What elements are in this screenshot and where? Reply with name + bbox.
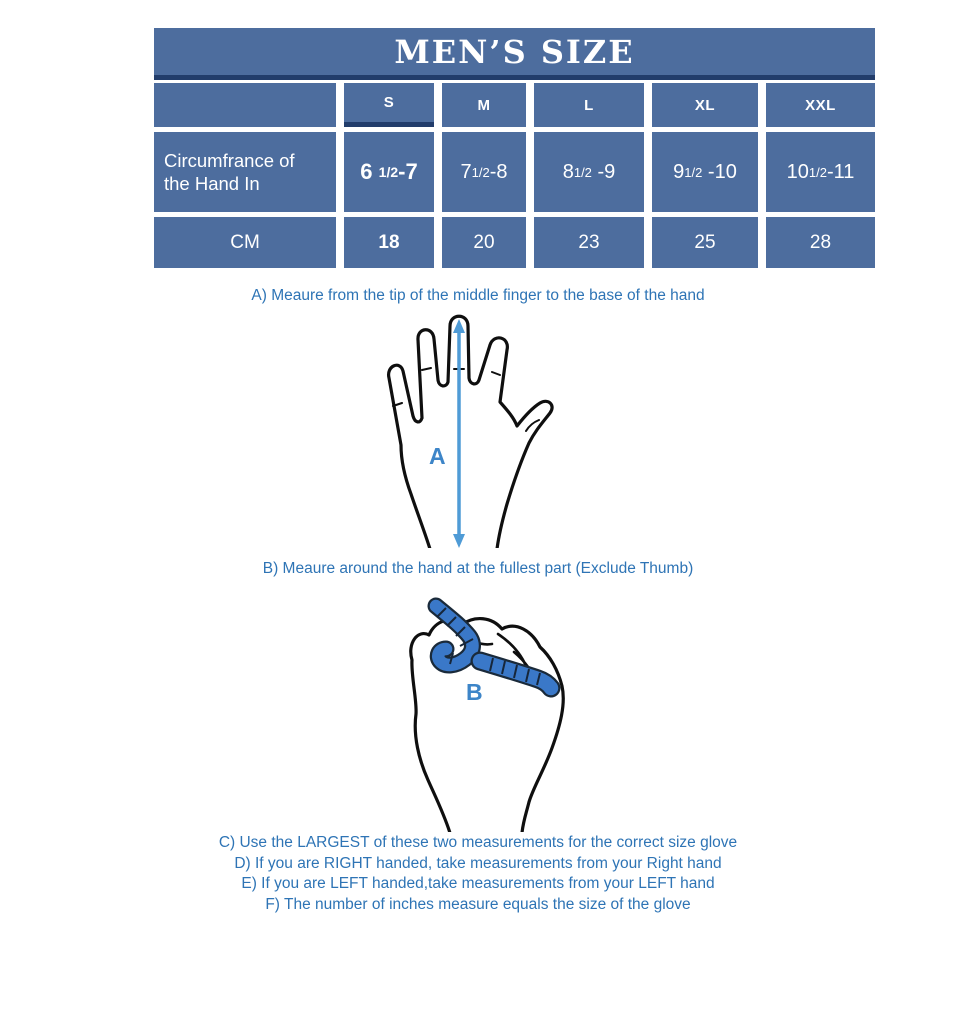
tape-tick-marks (436, 607, 541, 686)
fraction: 1/2 (471, 164, 490, 180)
mens-size-table: MEN’S SIZE S M L XL XXL Circumfrance of … (154, 28, 875, 268)
instruction-a: A) Meaure from the tip of the middle fin… (251, 287, 705, 304)
size-column-header-xxl: XXL (766, 83, 875, 127)
inch-part: -10 (702, 160, 737, 183)
instruction-b: B) Meaure around the hand at the fullest… (262, 560, 694, 577)
size-column-header-m: M (442, 83, 526, 127)
inch-value-m: 7 1/2 -8 (442, 132, 526, 212)
inch-part: -9 (591, 160, 616, 183)
inch-part: 8 (562, 160, 574, 183)
inch-part: -8 (489, 160, 508, 183)
open-hand-outline (387, 314, 554, 548)
corner-cell (154, 83, 336, 127)
inch-value-l: 8 1/2 -9 (534, 132, 644, 212)
inch-value-s: 6 1/2 -7 (344, 132, 434, 212)
note-f: F) The number of inches measure equals t… (265, 895, 691, 913)
hand-length-diagram: A (387, 314, 554, 548)
fraction: 1/2 (378, 164, 399, 180)
inch-part: 7 (460, 160, 472, 183)
cm-value-xxl: 28 (766, 217, 875, 268)
inch-part: 9 (673, 160, 685, 183)
fraction: 1/2 (808, 164, 827, 180)
hand-circumference-diagram: B (409, 597, 565, 832)
sizing-notes: C) Use the LARGEST of these two measurem… (0, 833, 956, 915)
note-d: D) If you are RIGHT handed, take measure… (234, 854, 722, 872)
cm-value-xl: 25 (652, 217, 758, 268)
inch-value-xxl: 10 1/2 -11 (766, 132, 875, 212)
note-e: E) If you are LEFT handed,take measureme… (241, 875, 715, 892)
inch-part: 10 (786, 160, 809, 183)
fraction: 1/2 (684, 164, 703, 180)
tape-left (429, 599, 479, 672)
row-label-circumference: Circumfrance of the Hand In (154, 132, 336, 212)
cm-value-l: 23 (534, 217, 644, 268)
inch-part: -11 (826, 160, 855, 183)
note-c: C) Use the LARGEST of these two measurem… (218, 834, 738, 851)
size-column-header-xl: XL (652, 83, 758, 127)
size-column-header-s: S (344, 83, 434, 127)
inch-value-xl: 9 1/2 -10 (652, 132, 758, 212)
diagram-label-b: B (466, 679, 483, 705)
size-column-header-l: L (534, 83, 644, 127)
fraction: 1/2 (573, 164, 592, 180)
row-label-cm: CM (154, 217, 336, 268)
table-title: MEN’S SIZE (154, 28, 875, 80)
inch-part: -7 (398, 159, 418, 184)
diagram-label-a: A (429, 443, 446, 469)
inch-part: 6 (360, 159, 379, 184)
cm-value-m: 20 (442, 217, 526, 268)
size-grid: S M L XL XXL Circumfrance of the Hand In… (154, 83, 875, 268)
cm-value-s: 18 (344, 217, 434, 268)
